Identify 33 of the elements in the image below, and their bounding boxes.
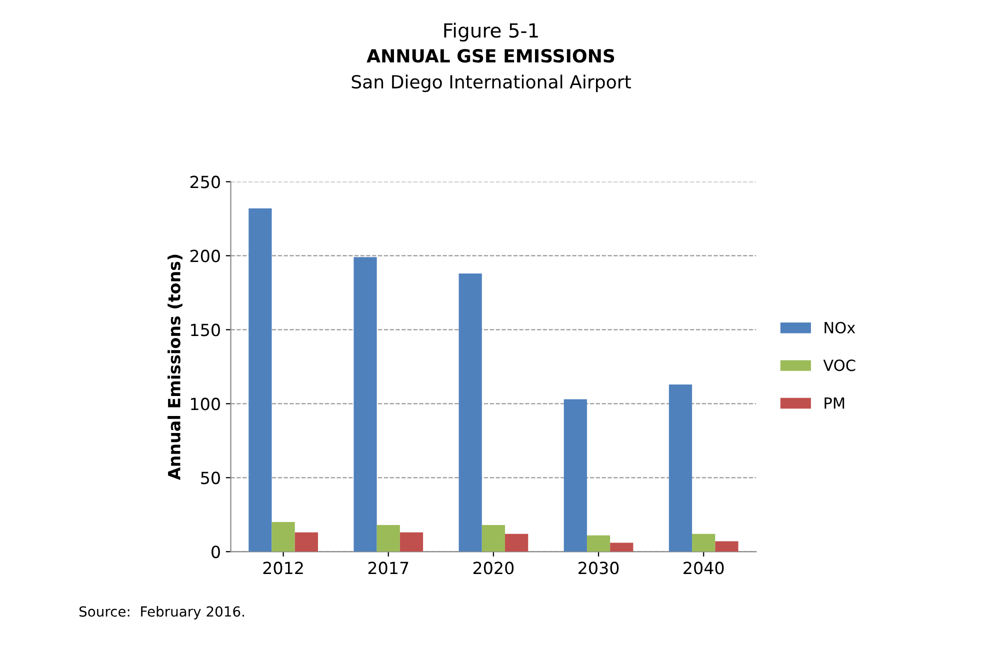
chart-subtitle: ANNUAL GSE EMISSIONS San Diego International Airport (352, 48, 631, 92)
bar (715, 541, 738, 552)
x-tick-label: 2030 (578, 562, 619, 574)
x-tick-label: 2017 (368, 562, 408, 574)
x-tick-label: 2012 (263, 562, 303, 574)
bar (564, 399, 587, 552)
chart-title: Figure 5-1 (444, 22, 538, 42)
bar (294, 532, 318, 552)
bar (692, 534, 716, 552)
bar (586, 535, 610, 552)
y-tick-label: 200 (190, 250, 220, 262)
y-tick-label: 150 (191, 324, 220, 336)
x-tick-label: 2040 (684, 562, 724, 574)
bar (505, 534, 528, 552)
legend-label: NOx (824, 322, 856, 334)
legend-label: PM (824, 397, 844, 409)
legend-label: VOC (823, 360, 856, 372)
y-tick-label: 250 (190, 176, 220, 188)
source-note: Source: February 2016. (79, 606, 244, 620)
bar (610, 542, 634, 552)
bar (272, 522, 295, 552)
y-tick-label: 0 (212, 546, 220, 558)
x-tick-label: 2020 (473, 562, 514, 574)
bar (458, 273, 482, 552)
bar (482, 525, 506, 552)
y-axis-title: Annual Emissions (tons) (168, 254, 182, 480)
bar (668, 384, 692, 552)
y-tick-label: 100 (191, 398, 220, 410)
bar (248, 208, 272, 552)
y-tick-label: 50 (201, 472, 220, 484)
bar (376, 525, 400, 552)
bar (354, 257, 377, 552)
bar (400, 532, 424, 552)
